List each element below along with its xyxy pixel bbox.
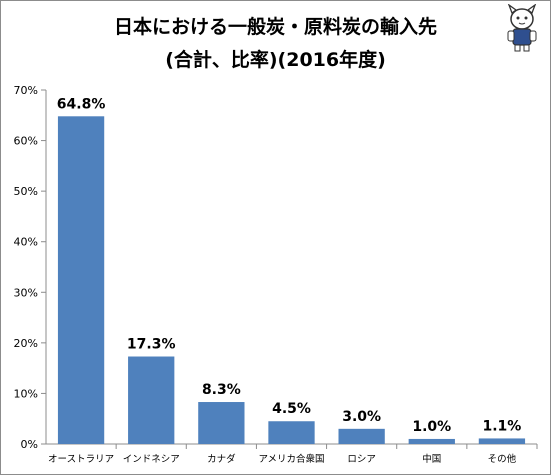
bar bbox=[408, 438, 455, 444]
bar bbox=[338, 428, 385, 444]
y-tick-label: 30% bbox=[14, 286, 38, 299]
y-tick-label: 50% bbox=[14, 185, 38, 198]
y-tick-label: 10% bbox=[14, 387, 38, 400]
data-label: 17.3% bbox=[127, 337, 176, 353]
x-tick-label: 中国 bbox=[422, 453, 441, 465]
data-label: 4.5% bbox=[272, 401, 311, 417]
x-tick-label: その他 bbox=[488, 453, 517, 465]
x-tick-label: ロシア bbox=[347, 454, 376, 465]
bar bbox=[198, 402, 245, 444]
x-tick-label: インドネシア bbox=[123, 454, 180, 465]
data-label: 8.3% bbox=[202, 382, 241, 398]
bar bbox=[128, 356, 175, 444]
x-tick-label: アメリカ合衆国 bbox=[258, 453, 324, 465]
chart-subtitle: (合計、比率)(2016年度) bbox=[165, 49, 386, 71]
x-tick-label: オーストラリア bbox=[48, 454, 114, 465]
bar bbox=[478, 438, 526, 444]
data-label: 1.0% bbox=[412, 419, 451, 435]
chart-title: 日本における一般炭・原料炭の輸入先 bbox=[113, 16, 437, 38]
data-label: 64.8% bbox=[57, 96, 106, 112]
mascot-logo-icon bbox=[507, 4, 537, 52]
data-label: 1.1% bbox=[483, 418, 522, 434]
y-tick-label: 0% bbox=[21, 438, 38, 451]
bar bbox=[268, 421, 315, 444]
x-tick-label: カナダ bbox=[207, 453, 236, 465]
y-tick-label: 60% bbox=[14, 135, 38, 148]
y-tick-label: 70% bbox=[14, 84, 38, 97]
data-label: 3.0% bbox=[342, 409, 381, 425]
bar bbox=[57, 116, 105, 444]
y-tick-label: 20% bbox=[14, 337, 38, 350]
y-tick-label: 40% bbox=[14, 236, 38, 249]
